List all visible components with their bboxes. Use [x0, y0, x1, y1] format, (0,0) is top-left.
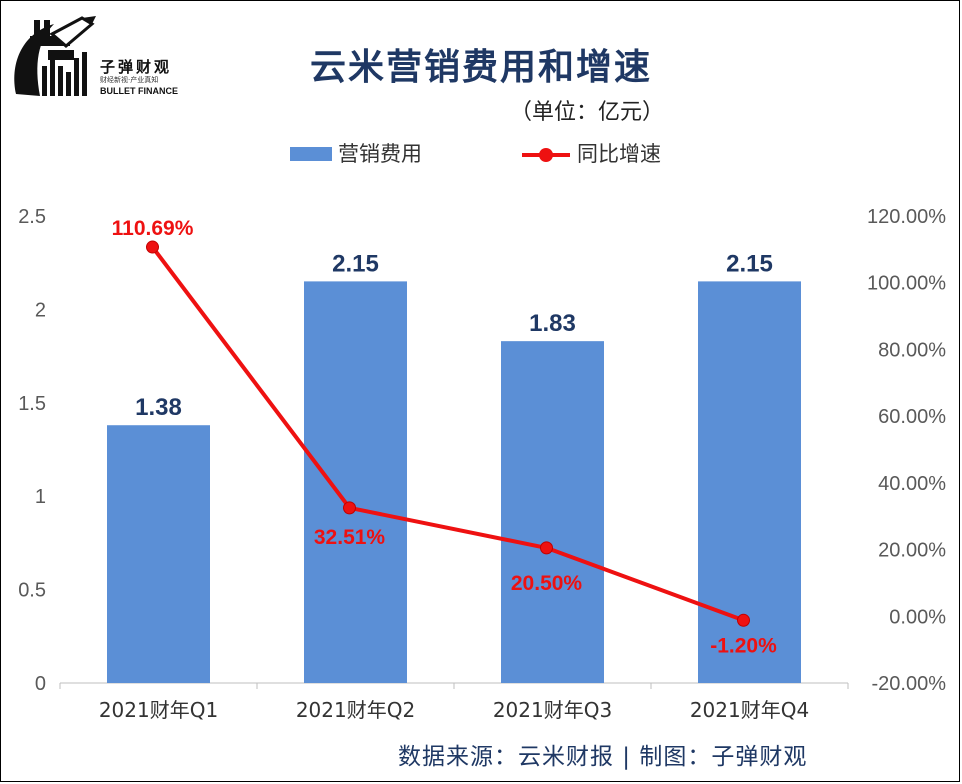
- legend-bar-swatch: [290, 147, 332, 161]
- bar: [107, 425, 210, 683]
- bar: [501, 341, 604, 683]
- x-tick-label: 2021财年Q2: [296, 698, 415, 722]
- logo: 子弹财观 财经新视·产业真知 BULLET FINANCE: [8, 6, 183, 106]
- logo-name-en: BULLET FINANCE: [100, 86, 178, 96]
- chart-title: 云米营销费用和增速: [309, 47, 652, 88]
- y-right-tick-label: 0.00%: [889, 606, 946, 628]
- bar: [698, 281, 801, 683]
- bar-value-label: 1.83: [529, 310, 576, 337]
- growth-value-label: -1.20%: [710, 634, 777, 657]
- growth-point: [540, 541, 553, 555]
- y-right-tick-label: 100.00%: [867, 273, 946, 295]
- y-right-tick-label: 80.00%: [878, 339, 946, 361]
- growth-value-label: 110.69%: [112, 217, 194, 240]
- footer-source: 数据来源：云米财报 | 制图：子弹财观: [398, 744, 808, 770]
- logo-name-cn: 子弹财观: [100, 58, 173, 76]
- logo-tagline: 财经新视·产业真知: [100, 76, 159, 84]
- bar-value-label: 2.15: [332, 250, 379, 277]
- bar: [304, 281, 407, 683]
- growth-point: [343, 501, 356, 515]
- y-left-tick-label: 0: [35, 673, 46, 695]
- legend-bar-label: 营销费用: [338, 142, 422, 166]
- growth-point: [146, 240, 159, 254]
- x-tick-label: 2021财年Q4: [690, 698, 809, 722]
- y-right-tick-label: -20.00%: [872, 673, 947, 695]
- y-right-tick-label: 120.00%: [867, 206, 946, 228]
- legend-line-label: 同比增速: [577, 142, 661, 166]
- bar-value-label: 1.38: [135, 394, 182, 421]
- growth-value-label: 32.51%: [314, 526, 386, 549]
- y-left-tick-label: 2: [35, 299, 46, 321]
- x-tick-label: 2021财年Q3: [493, 698, 612, 722]
- legend-line-dot: [539, 148, 553, 162]
- unit-label: （单位：亿元）: [510, 100, 665, 125]
- y-right-tick-label: 40.00%: [878, 473, 946, 495]
- y-left-tick-label: 2.5: [18, 206, 46, 228]
- x-tick-label: 2021财年Q1: [99, 698, 218, 722]
- growth-line: [150, 245, 745, 623]
- y-right-tick-label: 20.00%: [878, 540, 946, 562]
- growth-point: [737, 613, 750, 627]
- bullet-logo-icon: [14, 16, 96, 96]
- y-right-tick-label: 60.00%: [878, 406, 946, 428]
- growth-value-label: 20.50%: [511, 572, 583, 595]
- y-left-tick-label: 0.5: [18, 580, 46, 602]
- y-left-tick-label: 1: [35, 486, 46, 508]
- y-left-tick-label: 1.5: [18, 393, 46, 415]
- bar-value-label: 2.15: [726, 250, 773, 277]
